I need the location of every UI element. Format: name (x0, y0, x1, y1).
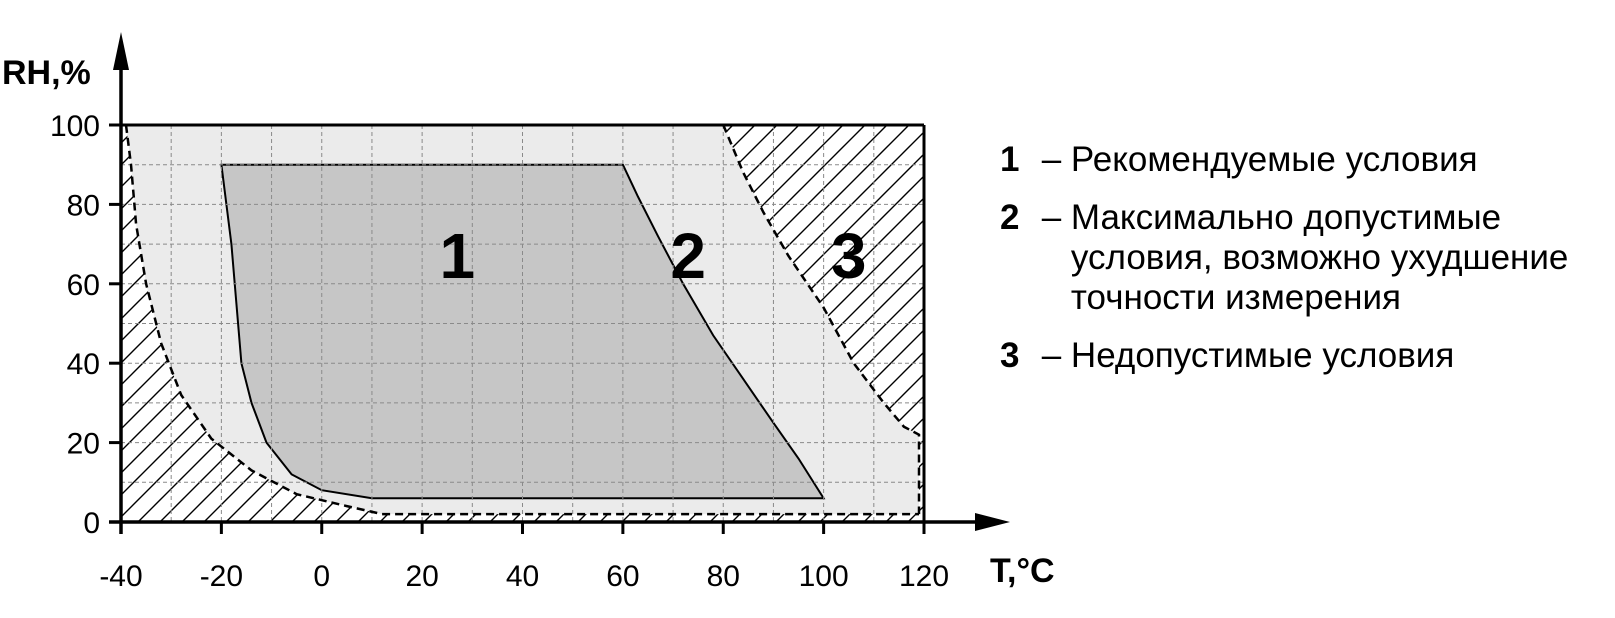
y-axis-title: RH,% (2, 54, 91, 92)
x-tick-label: 40 (506, 560, 539, 593)
y-tick-label: 80 (67, 189, 100, 222)
legend-key: 3 (1000, 336, 1020, 375)
x-axis-title: T,°C (990, 552, 1055, 590)
legend-dash: – (1032, 140, 1071, 179)
x-axis-arrow (975, 513, 1010, 531)
legend: 1 – Рекомендуемые условия 2 – Максимальн… (1000, 140, 1610, 394)
y-tick-label: 100 (50, 110, 100, 143)
legend-text: Максимально допустимые условия, возможно… (1070, 198, 1569, 317)
zone-2-boundary-right (722, 124, 921, 515)
legend-item-2: 2 – Максимально допустимые условия, возм… (1000, 198, 1610, 318)
x-tick-label: 60 (606, 560, 639, 593)
x-tick-label: 0 (313, 560, 330, 593)
x-tick-label: -20 (200, 560, 243, 593)
legend-dash: – (1032, 336, 1071, 375)
x-tick-label: 100 (799, 560, 849, 593)
y-tick-label: 0 (83, 507, 100, 540)
legend-dash: – (1032, 198, 1071, 237)
zone-3-label: 3 (831, 220, 867, 292)
x-tick-label: 80 (707, 560, 740, 593)
x-tick-label: -40 (99, 560, 142, 593)
legend-text: Рекомендуемые условия (1070, 140, 1478, 179)
legend-key: 2 (1000, 198, 1020, 237)
y-tick-label: 20 (67, 428, 100, 461)
y-axis-arrow (113, 32, 129, 70)
y-tick-label: 40 (67, 348, 100, 381)
legend-text: Недопустимые условия (1070, 336, 1455, 375)
x-tick-label: 20 (405, 560, 438, 593)
legend-item-3: 3 – Недопустимые условия (1000, 336, 1610, 376)
zone-2-label: 2 (670, 220, 706, 292)
y-tick-label: 60 (67, 269, 100, 302)
legend-item-1: 1 – Рекомендуемые условия (1000, 140, 1610, 180)
zone-1-label: 1 (439, 220, 475, 292)
legend-key: 1 (1000, 140, 1020, 179)
x-tick-label: 120 (899, 560, 949, 593)
zone-2-boundary-left (124, 124, 919, 516)
